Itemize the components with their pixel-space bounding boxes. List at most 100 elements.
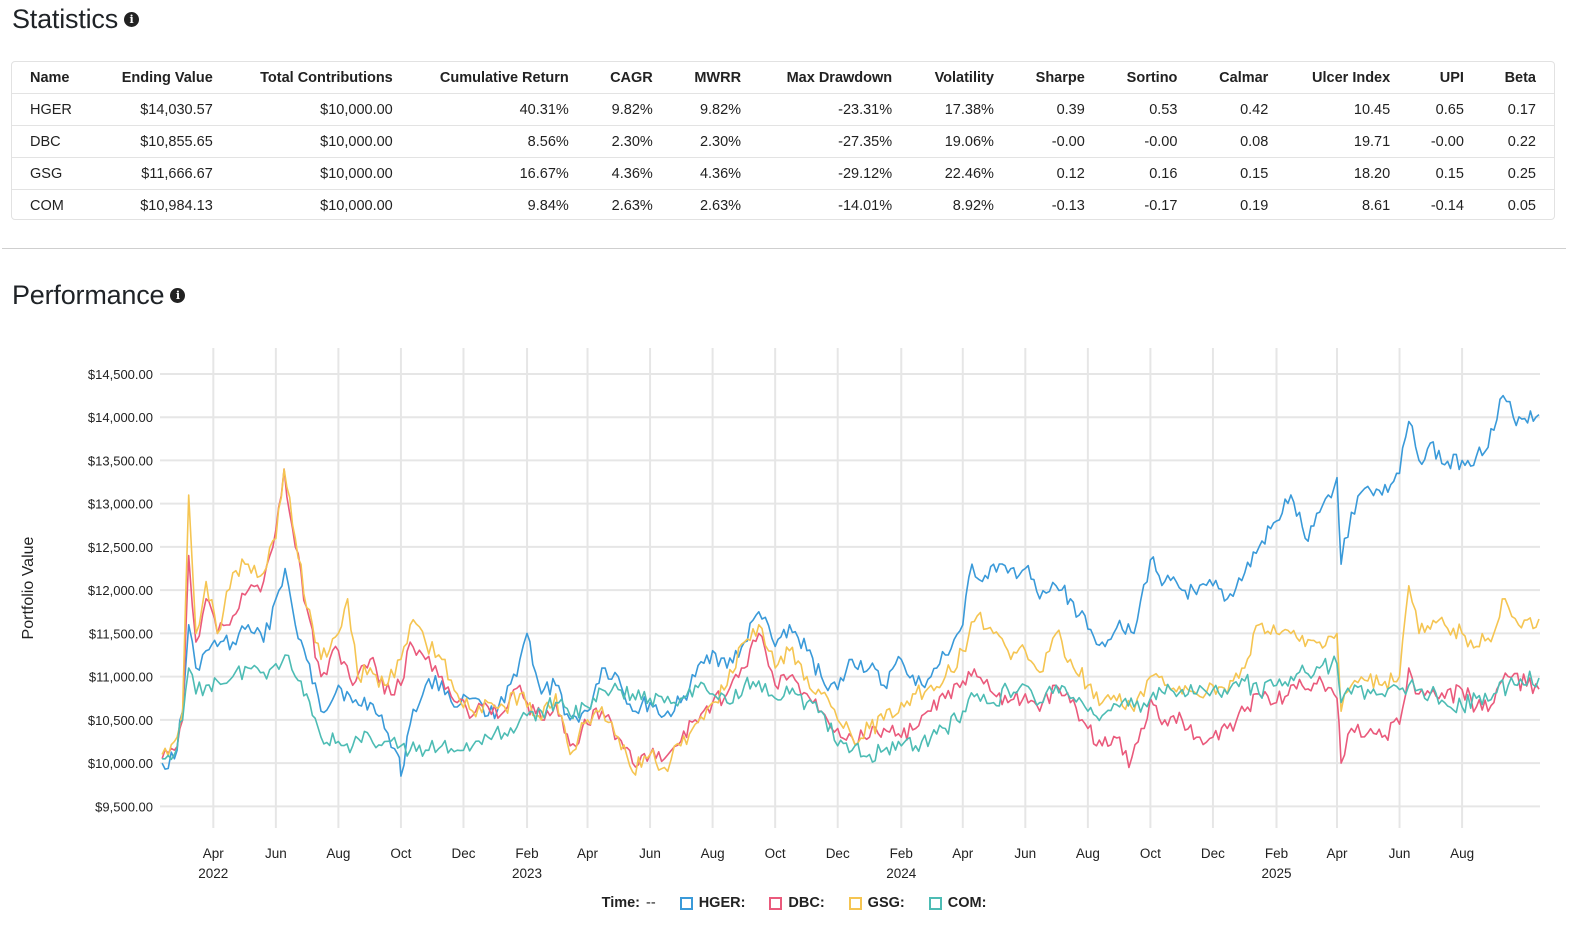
ticker-cell: COM: [12, 189, 96, 221]
value-cell: 2.63%: [670, 189, 760, 221]
column-header[interactable]: UPI: [1439, 69, 1464, 86]
y-axis-title: Portfolio Value: [20, 536, 37, 639]
value-cell: 0.39: [1011, 93, 1103, 126]
value-cell: $10,000.00: [230, 189, 411, 221]
table-header-row: Name Ending Value Total Contributions Cumul…: [12, 62, 1554, 94]
x-tick-label: Dec: [1201, 846, 1225, 861]
value-cell: 0.15: [1195, 157, 1287, 190]
value-cell: 19.06%: [910, 125, 1012, 158]
value-cell: -27.35%: [759, 125, 911, 158]
y-tick-label: $14,500.00: [88, 367, 153, 382]
column-header[interactable]: Ulcer Index: [1312, 69, 1391, 86]
value-cell: -0.14: [1408, 189, 1482, 221]
chart-legend: Time: -- HGER: DBC: GSG: COM:: [0, 895, 1588, 911]
table-row: COM $10,984.13 $10,000.00 9.84% 2.63% 2.63% -1…: [12, 189, 1554, 221]
value-cell: 0.15: [1408, 157, 1482, 190]
value-cell: 2.63%: [586, 189, 671, 221]
column-header[interactable]: Calmar: [1219, 69, 1269, 86]
value-cell: 0.19: [1195, 189, 1287, 221]
x-tick-label: Jun: [1389, 846, 1411, 861]
value-cell: 0.12: [1011, 157, 1103, 190]
legend-item-dbc[interactable]: DBC:: [769, 895, 825, 911]
table-row: HGER $14,030.57 $10,000.00 40.31% 9.82% 9.82%…: [12, 93, 1554, 126]
legend-swatch: [679, 896, 693, 910]
section-divider: [2, 248, 1566, 249]
value-cell: $10,000.00: [230, 125, 411, 158]
value-cell: 0.17: [1481, 93, 1554, 126]
statistics-title: Statistics i: [12, 4, 140, 35]
legend-label: COM:: [947, 895, 987, 911]
value-cell: -0.13: [1011, 189, 1103, 221]
legend-swatch: [848, 896, 862, 910]
column-header[interactable]: Max Drawdown: [786, 69, 893, 86]
value-cell: $11,666.67: [95, 157, 231, 190]
ticker-cell: DBC: [12, 125, 96, 158]
value-cell: 22.46%: [910, 157, 1012, 190]
value-cell: 2.30%: [586, 125, 671, 158]
info-icon[interactable]: i: [170, 288, 186, 303]
legend-item-gsg[interactable]: GSG:: [848, 895, 905, 911]
legend-time-label: Time:: [601, 895, 641, 911]
x-tick-label: Feb: [890, 846, 913, 861]
table-row: DBC $10,855.65 $10,000.00 8.56% 2.30% 2.30% -2…: [12, 125, 1554, 158]
column-header[interactable]: Name: [30, 69, 70, 86]
column-header[interactable]: Total Contributions: [260, 69, 393, 86]
column-header[interactable]: CAGR: [610, 69, 653, 86]
column-header[interactable]: Sortino: [1126, 69, 1178, 86]
y-tick-label: $14,000.00: [88, 410, 153, 425]
column-header[interactable]: Cumulative Return: [439, 69, 569, 86]
legend-swatch: [769, 896, 783, 910]
value-cell: $14,030.57: [95, 93, 231, 126]
value-cell: 0.42: [1195, 93, 1287, 126]
value-cell: 8.56%: [410, 125, 587, 158]
value-cell: 2.30%: [670, 125, 760, 158]
value-cell: -0.00: [1011, 125, 1103, 158]
x-tick-label: Oct: [765, 846, 786, 861]
table-row: GSG $11,666.67 $10,000.00 16.67% 4.36% 4.36% -…: [12, 157, 1554, 190]
y-tick-label: $10,500.00: [88, 713, 153, 728]
column-header[interactable]: MWRR: [694, 69, 742, 86]
value-cell: 18.20: [1286, 157, 1409, 190]
x-tick-year-label: 2022: [198, 866, 228, 881]
x-tick-label: Aug: [1076, 846, 1100, 861]
legend-time: Time: --: [602, 895, 656, 911]
series-line-com: [162, 654, 1540, 763]
column-header[interactable]: Ending Value: [121, 69, 213, 86]
info-icon[interactable]: i: [124, 12, 140, 27]
value-cell: 9.82%: [586, 93, 671, 126]
performance-title: Performance i: [12, 280, 186, 311]
value-cell: 17.38%: [910, 93, 1012, 126]
value-cell: $10,855.65: [95, 125, 231, 158]
value-cell: 0.08: [1195, 125, 1287, 158]
performance-chart[interactable]: $9,500.00 $10,000.00 $10,500.00 $11,000.00 $…: [0, 320, 1588, 890]
legend-item-hger[interactable]: HGER:: [679, 895, 745, 911]
ticker-cell: HGER: [12, 93, 96, 126]
x-tick-label: Apr: [203, 846, 225, 861]
column-header[interactable]: Sharpe: [1035, 69, 1085, 86]
legend-swatch: [928, 896, 942, 910]
column-header[interactable]: Beta: [1504, 69, 1536, 86]
x-tick-label: Jun: [1014, 846, 1036, 861]
column-header[interactable]: Volatility: [934, 69, 994, 86]
legend-series-list: HGER: DBC: GSG: COM:: [679, 895, 987, 911]
x-tick-label: Apr: [952, 846, 974, 861]
value-cell: -29.12%: [759, 157, 911, 190]
x-tick-label: Dec: [826, 846, 850, 861]
series-line-dbc: [161, 468, 1540, 769]
value-cell: 9.82%: [670, 93, 760, 126]
x-tick-label: Dec: [451, 846, 475, 861]
statistics-table: Name Ending Value Total Contributions Cumul…: [12, 62, 1554, 221]
value-cell: 8.61: [1286, 189, 1409, 221]
x-tick-label: Oct: [390, 846, 411, 861]
legend-time-value: --: [646, 895, 656, 911]
value-cell: 10.45: [1286, 93, 1409, 126]
x-tick-label: Jun: [639, 846, 661, 861]
ticker-cell: GSG: [12, 157, 96, 190]
x-tick-label: Aug: [701, 846, 725, 861]
value-cell: 4.36%: [670, 157, 760, 190]
legend-label: DBC:: [788, 895, 825, 911]
value-cell: -14.01%: [759, 189, 911, 221]
legend-item-com[interactable]: COM:: [928, 895, 987, 911]
value-cell: 19.71: [1286, 125, 1409, 158]
x-tick-label: Apr: [577, 846, 599, 861]
